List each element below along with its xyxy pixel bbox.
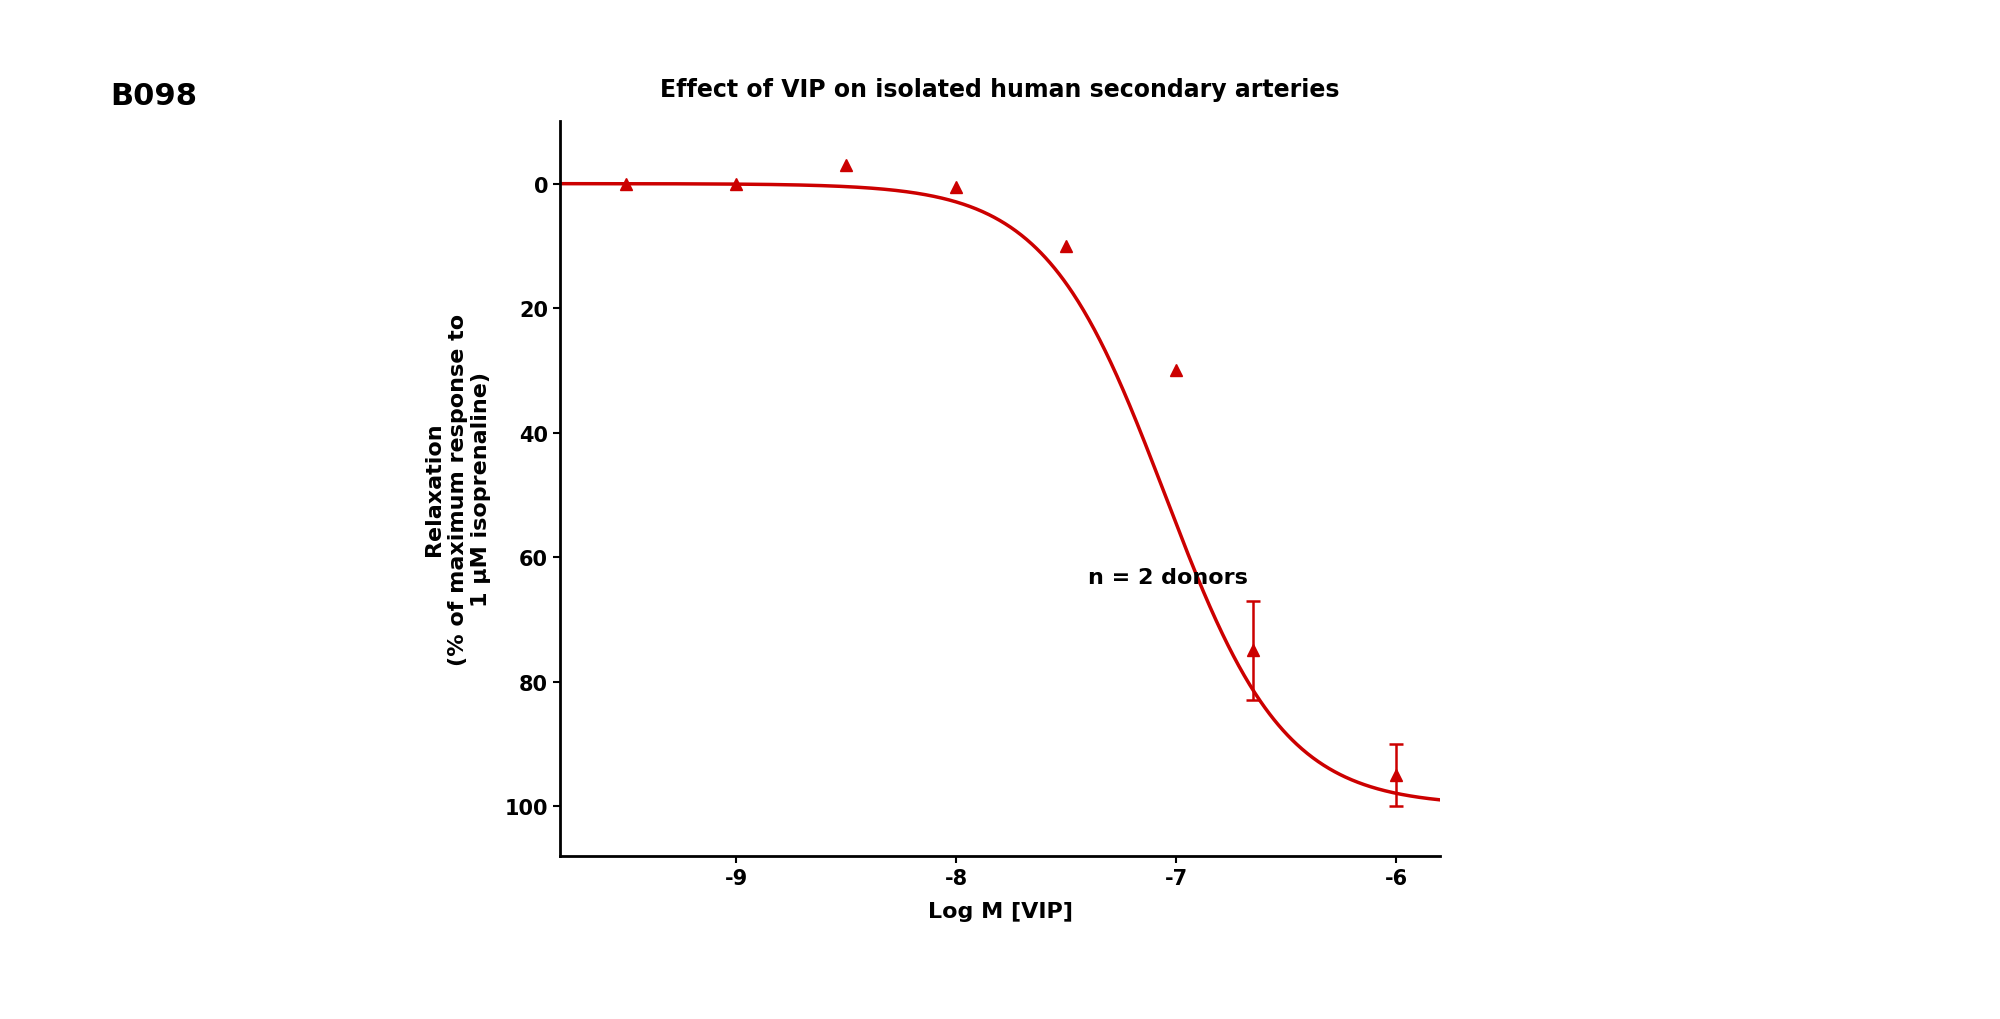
X-axis label: Log M [VIP]: Log M [VIP] <box>928 902 1072 921</box>
Y-axis label: Relaxation
(% of maximum response to
1 μM isoprenaline): Relaxation (% of maximum response to 1 μ… <box>424 313 490 665</box>
Title: Effect of VIP on isolated human secondary arteries: Effect of VIP on isolated human secondar… <box>660 78 1340 102</box>
Text: B098: B098 <box>110 82 196 110</box>
Text: n = 2 donors: n = 2 donors <box>1088 568 1248 587</box>
